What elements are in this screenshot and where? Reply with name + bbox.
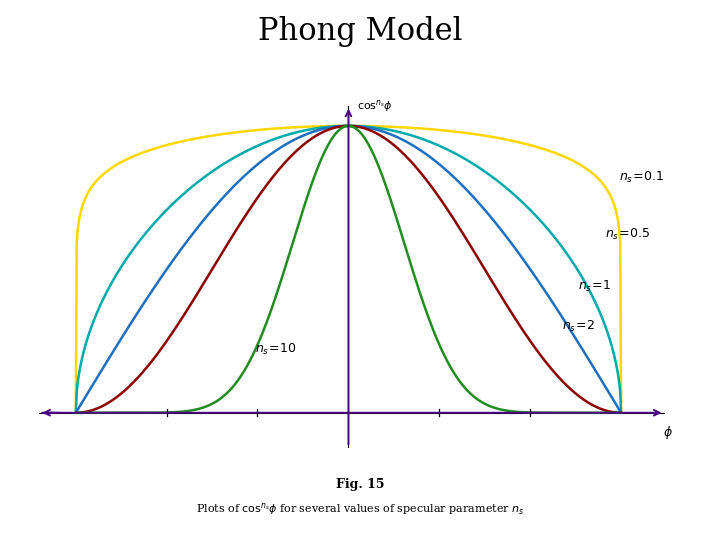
Text: Phong Model: Phong Model xyxy=(258,16,462,47)
Text: $n_s\!=\!2$: $n_s\!=\!2$ xyxy=(562,319,595,334)
Text: $n_s\!=\!1$: $n_s\!=\!1$ xyxy=(577,279,611,294)
Text: $n_s\!=\!0.5$: $n_s\!=\!0.5$ xyxy=(606,227,650,242)
Text: Fig. 15: Fig. 15 xyxy=(336,478,384,491)
Text: Plots of $\cos^{n_s}\!\phi$ for several values of specular parameter $n_s$: Plots of $\cos^{n_s}\!\phi$ for several … xyxy=(196,501,524,517)
Text: $\cos^{n_s}\!\phi$: $\cos^{n_s}\!\phi$ xyxy=(357,98,392,114)
Text: $n_s\!=\!0.1$: $n_s\!=\!0.1$ xyxy=(619,170,664,185)
Text: $\phi$: $\phi$ xyxy=(663,424,672,441)
Text: $n_s\!=\!10$: $n_s\!=\!10$ xyxy=(255,342,297,357)
